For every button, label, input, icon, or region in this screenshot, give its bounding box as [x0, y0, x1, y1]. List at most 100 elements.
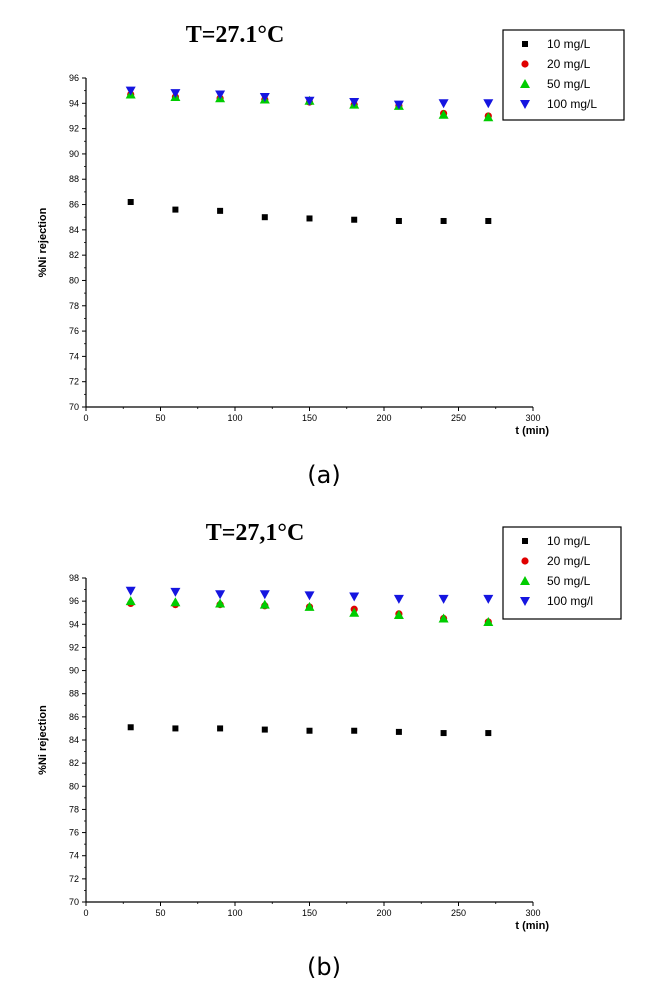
data-point [261, 726, 268, 733]
series-3 [125, 86, 494, 110]
chart-b: T=27,1°C 70 72 74 76 78 80 82 84 86 88 90 92 94 96 98 0 5… [37, 520, 622, 981]
figure-caption: (a) [307, 461, 340, 489]
y-tick-label: 70 [69, 897, 79, 907]
x-tick-label: 150 [302, 413, 317, 423]
y-tick-label: 98 [69, 573, 79, 583]
legend-marker [520, 576, 530, 585]
x-axis-label: t (min) [515, 425, 549, 437]
data-point [393, 610, 404, 620]
data-point [393, 100, 404, 110]
x-tick-label: 100 [227, 908, 242, 918]
legend-marker [520, 597, 530, 606]
data-point [215, 590, 226, 600]
y-tick-label: 82 [69, 758, 79, 768]
y-tick-label: 76 [69, 828, 79, 838]
data-point [306, 727, 313, 734]
data-point [351, 727, 358, 734]
chart-title: T=27.1°C [186, 22, 285, 48]
y-tick-label: 72 [69, 874, 79, 884]
data-point [125, 586, 136, 596]
series-3 [125, 586, 494, 604]
data-point [485, 217, 492, 224]
legend-marker [520, 79, 530, 88]
data-point [170, 587, 181, 597]
legend-label: 20 mg/L [547, 554, 591, 568]
data-point [393, 594, 404, 604]
y-tick-label: 84 [69, 225, 79, 235]
x-tick-label: 250 [451, 908, 466, 918]
data-point [395, 217, 402, 224]
legend-marker [522, 41, 528, 47]
legend-label: 100 mg/L [547, 97, 597, 111]
y-tick-label: 92 [69, 124, 79, 134]
legend-marker [520, 100, 530, 109]
legend-label: 50 mg/L [547, 574, 591, 588]
legend-label: 100 mg/l [547, 594, 593, 608]
legend-label: 10 mg/L [547, 37, 591, 51]
data-point [349, 607, 360, 617]
data-point [172, 725, 179, 732]
y-tick-label: 92 [69, 642, 79, 652]
data-point [304, 591, 315, 601]
legend-label: 50 mg/L [547, 77, 591, 91]
legend-label: 10 mg/L [547, 534, 591, 548]
y-tick-label: 90 [69, 666, 79, 676]
legend-marker [521, 557, 529, 565]
data-point [259, 599, 270, 609]
x-tick-label: 300 [525, 413, 540, 423]
chart-title: T=27,1°C [206, 520, 305, 546]
chart-a: T=27.1°C 70 72 74 76 78 80 82 84 86 88 90 92 94 96 0 50 1… [37, 22, 625, 489]
x-tick-label: 200 [376, 908, 391, 918]
y-tick-label: 88 [69, 174, 79, 184]
y-tick-label: 94 [69, 98, 79, 108]
x-tick-label: 0 [83, 413, 88, 423]
y-tick-label: 82 [69, 250, 79, 260]
x-axis-label: t (min) [515, 920, 549, 932]
x-tick-label: 100 [227, 413, 242, 423]
x-tick-label: 150 [302, 908, 317, 918]
y-tick-label: 78 [69, 804, 79, 814]
data-point [127, 199, 134, 206]
y-tick-label: 96 [69, 73, 79, 83]
data-point [438, 613, 449, 623]
legend-marker [521, 60, 529, 68]
data-point [483, 112, 494, 122]
data-point [349, 592, 360, 602]
legend: 10 mg/L 20 mg/L 50 mg/L 100 mg/l [502, 526, 622, 620]
x-tick-label: 50 [155, 413, 165, 423]
x-tick-label: 0 [83, 908, 88, 918]
data-point [172, 206, 179, 213]
y-axis-label: %Ni rejection [37, 207, 49, 277]
x-tick-label: 50 [155, 908, 165, 918]
x-tick-label: 250 [451, 413, 466, 423]
data-point [170, 597, 181, 607]
y-axis-label: %Ni rejection [37, 705, 49, 775]
data-point [483, 594, 494, 604]
data-point [170, 89, 181, 99]
data-point [127, 724, 134, 731]
data-point [440, 730, 447, 737]
y-tick-label: 70 [69, 402, 79, 412]
data-point [261, 214, 268, 221]
data-point [215, 90, 226, 100]
y-tick-label: 86 [69, 200, 79, 210]
data-point [259, 92, 270, 102]
data-point [440, 217, 447, 224]
figure-caption: (b) [307, 953, 341, 981]
y-tick-label: 86 [69, 712, 79, 722]
data-point [483, 616, 494, 626]
y-tick-label: 76 [69, 326, 79, 336]
data-point [304, 96, 315, 106]
data-point [306, 215, 313, 222]
y-tick-label: 94 [69, 619, 79, 629]
data-point [259, 590, 270, 600]
y-tick-label: 88 [69, 689, 79, 699]
data-point [395, 728, 402, 735]
y-tick-label: 96 [69, 596, 79, 606]
data-point [351, 216, 358, 223]
data-point [483, 99, 494, 109]
series-0 [127, 199, 492, 224]
data-point [485, 730, 492, 737]
series-2 [125, 596, 494, 626]
